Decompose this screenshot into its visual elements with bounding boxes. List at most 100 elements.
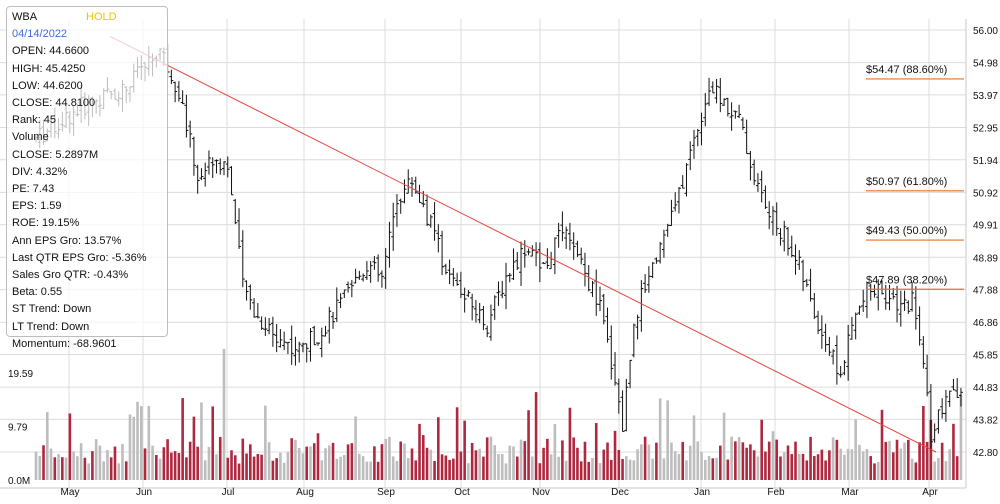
month-tick-label: Sep: [377, 487, 395, 498]
volume-bar: [143, 448, 147, 480]
volume-bar: [256, 453, 260, 480]
volume-bar: [523, 441, 527, 480]
rating-badge: HOLD: [86, 11, 117, 23]
volume-bar: [136, 401, 139, 480]
volume-bar: [895, 439, 899, 480]
volume-bar: [692, 415, 696, 480]
volume-bar: [625, 456, 628, 480]
stat-high: HIGH: 45.4250: [12, 62, 86, 75]
volume-bar: [741, 442, 745, 480]
volume-bar: [782, 452, 786, 480]
volume-bar: [553, 424, 557, 480]
price-tick-label: 46.86: [973, 318, 998, 329]
volume-bar: [734, 441, 737, 480]
volume-bar: [527, 410, 530, 480]
volume-bar: [64, 457, 68, 480]
volume-bar: [324, 448, 327, 480]
volume-bar: [429, 449, 433, 480]
stat-div: DIV: 4.32%: [12, 165, 68, 178]
volume-bar: [579, 461, 583, 480]
stat-eps: EPS: 1.59: [12, 200, 62, 213]
stock-info-panel: WBA HOLD 04/14/2022 OPEN: 44.6600 HIGH: …: [6, 6, 168, 350]
volume-bar: [290, 438, 293, 480]
volume-bar: [249, 444, 252, 480]
month-tick-label: Jul: [222, 487, 235, 498]
volume-bar: [534, 392, 538, 480]
volume-bar: [549, 454, 553, 480]
volume-bar: [121, 444, 124, 480]
volume-bar: [681, 441, 685, 480]
volume-bar: [835, 439, 839, 480]
stat-close: CLOSE: 44.8100: [12, 97, 96, 110]
volume-bar: [350, 443, 354, 480]
volume-bar: [339, 456, 342, 480]
volume-bar: [98, 445, 102, 480]
volume-bar: [470, 442, 474, 480]
volume-bar: [666, 400, 669, 480]
volume-bar: [365, 461, 369, 480]
volume-bar: [500, 454, 504, 480]
volume-bar: [568, 407, 572, 480]
volume-bar: [688, 445, 692, 480]
volume-bar: [421, 435, 425, 480]
volume-bar: [53, 457, 57, 480]
stat-volume-label: Volume: [12, 131, 49, 144]
volume-bar: [207, 446, 211, 480]
fib-level-label: $49.43 (50.00%): [866, 225, 947, 237]
volume-bar: [828, 450, 831, 480]
volume-bar: [406, 458, 410, 480]
volume-bar: [361, 456, 365, 480]
volume-bar: [42, 445, 45, 480]
volume-bar: [903, 442, 906, 480]
volume-bar: [128, 414, 132, 480]
volume-bar: [512, 446, 515, 480]
volume-bar: [271, 460, 275, 480]
volume-bar: [722, 412, 726, 480]
volume-bar: [730, 436, 733, 480]
volume-bar: [467, 463, 470, 480]
volume-bar: [437, 417, 440, 480]
volume-bar: [155, 455, 158, 480]
volume-bar: [335, 458, 339, 480]
stat-roe: ROE: 19.15%: [12, 217, 80, 230]
volume-bar: [485, 437, 489, 480]
volume-bar: [139, 406, 143, 480]
volume-bar: [173, 451, 177, 480]
volume-bar: [124, 461, 128, 480]
volume-bar: [305, 446, 309, 480]
volume-bar: [719, 445, 722, 480]
volume-bar: [211, 406, 215, 480]
volume-bar: [192, 416, 196, 480]
volume-bar: [944, 461, 948, 480]
volume-bar: [884, 441, 888, 480]
volume-bar: [824, 460, 827, 480]
volume-bar: [651, 458, 654, 480]
volume-bar: [459, 451, 463, 480]
volume-bar: [711, 458, 715, 480]
volume-bar: [703, 459, 707, 480]
fibonacci-levels: $54.47 (88.60%) $50.97 (61.80%) $49.43 (50…: [866, 64, 964, 290]
volume-bar: [72, 451, 75, 480]
volume-bar: [343, 455, 346, 480]
volume-bar: [677, 453, 681, 480]
volume-bar: [87, 463, 90, 480]
volume-tick-label: 9.79: [8, 423, 28, 434]
price-tick-label: 42.80: [973, 448, 998, 459]
volume-bar: [876, 461, 880, 480]
volume-bar: [68, 413, 72, 480]
volume-bar: [83, 457, 87, 480]
volume-bar: [643, 436, 647, 480]
volume-bar: [621, 459, 624, 480]
volume-bar: [117, 463, 121, 480]
volume-bar: [170, 452, 173, 480]
volume-bar: [617, 449, 621, 480]
volume-bar: [846, 448, 850, 480]
stat-lt-trend: LT Trend: Down: [12, 320, 90, 333]
volume-bar: [715, 457, 718, 480]
volume-bar: [779, 456, 782, 480]
volume-bar: [162, 447, 166, 480]
stat-st-trend: ST Trend: Down: [12, 303, 92, 316]
volume-bar: [309, 446, 312, 480]
price-candles: [34, 44, 963, 451]
